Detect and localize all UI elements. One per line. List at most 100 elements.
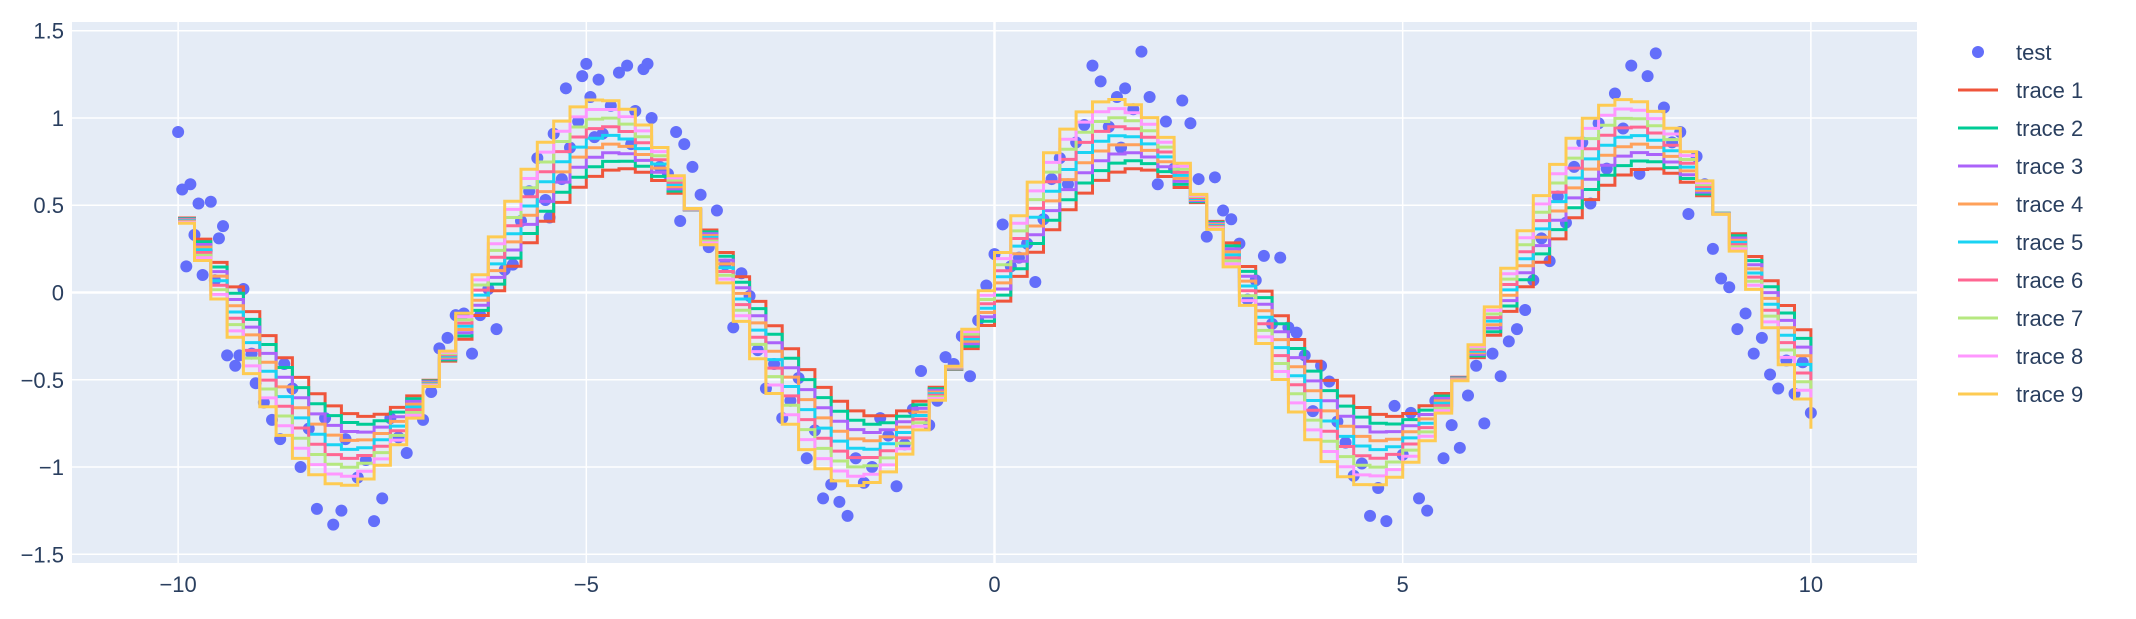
scatter-point (1453, 441, 1466, 454)
legend-label: trace 4 (2016, 192, 2083, 217)
scatter-point (1029, 276, 1042, 289)
scatter-point (1413, 492, 1426, 505)
scatter-point (1045, 173, 1058, 186)
scatter-point (1388, 399, 1401, 412)
scatter-point (1641, 70, 1654, 83)
x-tick-label: −5 (574, 572, 599, 597)
scatter-point (674, 214, 687, 227)
scatter-point (678, 138, 691, 151)
scatter-point (1143, 91, 1156, 104)
scatter-point (1445, 419, 1458, 432)
scatter-point (1764, 368, 1777, 381)
scatter-point (335, 504, 348, 517)
scatter-point (1192, 173, 1205, 186)
scatter-point (1380, 515, 1393, 528)
y-axis: −1.5 −1 −0.5 0 0.5 1 1.5 (21, 19, 64, 568)
scatter-point (1061, 178, 1074, 191)
legend-label: trace 5 (2016, 230, 2083, 255)
scatter-point (1747, 347, 1760, 360)
scatter-point (1486, 347, 1499, 360)
legend-label: trace 9 (2016, 382, 2083, 407)
scatter-point (506, 258, 519, 271)
scatter-point (1086, 59, 1099, 72)
scatter-point (1257, 249, 1270, 262)
scatter-point (817, 492, 830, 505)
y-tick-label: 0 (52, 281, 64, 306)
scatter-point (1119, 82, 1132, 95)
y-tick-label: −1.5 (21, 542, 64, 567)
x-tick-label: 5 (1397, 572, 1409, 597)
scatter-point (192, 197, 205, 210)
scatter-point (727, 321, 740, 334)
scatter-point (1608, 87, 1621, 100)
scatter-point (1478, 417, 1491, 430)
scatter-point (1649, 47, 1662, 60)
scatter-point (425, 385, 438, 398)
scatter-point (1706, 242, 1719, 255)
scatter-point (1723, 281, 1736, 294)
legend-item-trace-9[interactable]: trace 9 (1958, 382, 2083, 407)
scatter-point (1682, 207, 1695, 220)
legend-item-trace-5[interactable]: trace 5 (1958, 230, 2083, 255)
scatter-point (1421, 504, 1434, 517)
scatter-point (1510, 323, 1523, 336)
scatter-point (1470, 359, 1483, 372)
scatter-point (1437, 452, 1450, 465)
scatter-point (612, 66, 625, 79)
legend-marker (1972, 46, 1984, 58)
scatter-point (1110, 91, 1123, 104)
scatter-point (327, 518, 340, 531)
legend-label: trace 6 (2016, 268, 2083, 293)
scatter-point (204, 195, 217, 208)
legend[interactable]: test trace 1 trace 2 trace 3 trace 4 trace 5 t… (1958, 40, 2083, 407)
legend-label: trace 7 (2016, 306, 2083, 331)
legend-item-test[interactable]: test (1972, 40, 2051, 65)
scatter-point (645, 111, 658, 124)
scatter-point (800, 452, 813, 465)
scatter-point (441, 331, 454, 344)
legend-item-trace-3[interactable]: trace 3 (1958, 154, 2083, 179)
y-tick-label: 0.5 (33, 193, 64, 218)
x-tick-label: 10 (1799, 572, 1823, 597)
x-axis: −10 −5 0 5 10 (159, 572, 1823, 597)
scatter-point (592, 73, 605, 86)
legend-item-trace-8[interactable]: trace 8 (1958, 344, 2083, 369)
scatter-point (1151, 178, 1164, 191)
legend-label: trace 1 (2016, 78, 2083, 103)
scatter-point (1184, 117, 1197, 130)
scatter-point (490, 323, 503, 336)
line-series-group (178, 98, 1813, 488)
scatter-point (400, 447, 413, 460)
x-tick-label: 0 (988, 572, 1000, 597)
scatter-point (1159, 115, 1172, 128)
scatter-point (1217, 204, 1230, 217)
scatter-point (1755, 331, 1768, 344)
legend-item-trace-7[interactable]: trace 7 (1958, 306, 2083, 331)
scatter-point (1731, 323, 1744, 336)
scatter-point (1519, 303, 1532, 316)
scatter-point (980, 279, 993, 292)
scatter-point (1796, 356, 1809, 369)
scatter-point (833, 495, 846, 508)
scatter-point (368, 515, 381, 528)
legend-item-trace-2[interactable]: trace 2 (1958, 116, 2083, 141)
scatter-point (1364, 509, 1377, 522)
scatter-point (180, 260, 193, 273)
scatter-point (294, 461, 307, 474)
line-trace-9 (178, 98, 1813, 488)
scatter-point (1208, 171, 1221, 184)
scatter-point (1290, 326, 1303, 339)
legend-item-trace-6[interactable]: trace 6 (1958, 268, 2083, 293)
scatter-point (621, 59, 634, 72)
legend-item-trace-4[interactable]: trace 4 (1958, 192, 2083, 217)
scatter-point (694, 188, 707, 201)
scatter-point (310, 502, 323, 515)
legend-item-trace-1[interactable]: trace 1 (1958, 78, 2083, 103)
y-tick-label: −0.5 (21, 368, 64, 393)
scatter-point (172, 125, 185, 138)
legend-label: trace 2 (2016, 116, 2083, 141)
scatter-point (217, 220, 230, 233)
y-tick-label: 1 (52, 106, 64, 131)
scatter-point (559, 82, 572, 95)
